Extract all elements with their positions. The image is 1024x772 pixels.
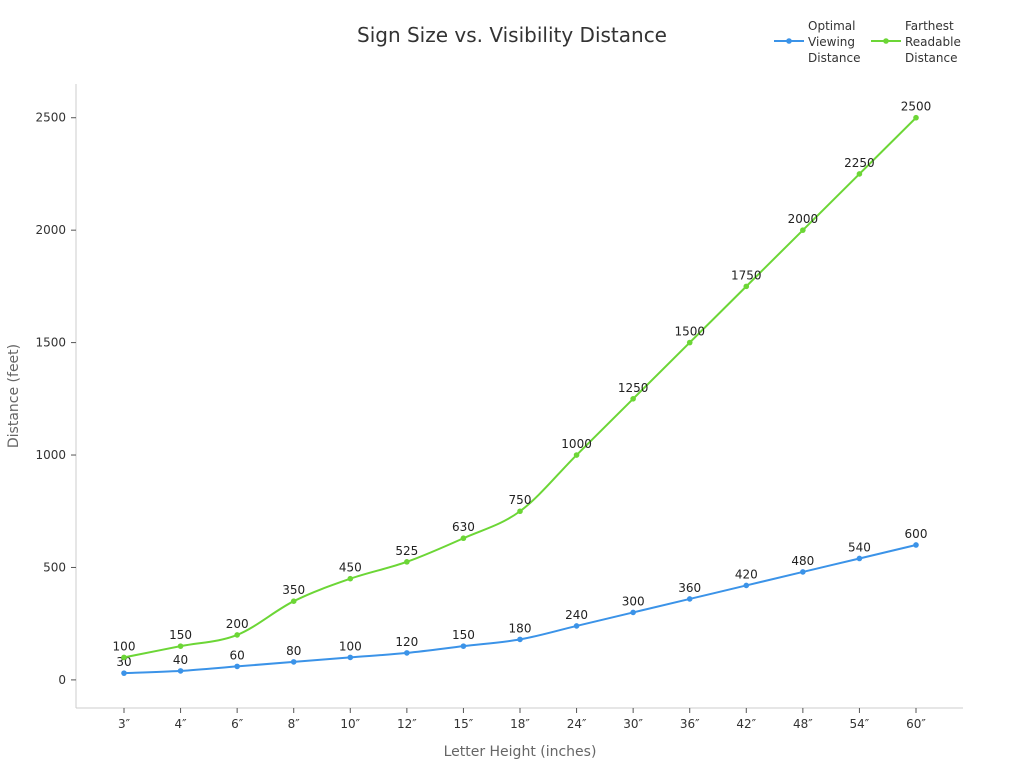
data-label: 300 xyxy=(622,594,645,608)
data-point xyxy=(177,668,184,674)
data-point xyxy=(913,114,919,121)
data-point xyxy=(800,227,806,233)
data-point xyxy=(630,609,636,616)
data-label: 2250 xyxy=(844,156,875,170)
data-point xyxy=(290,659,297,665)
x-tick-label: 10″ xyxy=(340,717,360,731)
data-point xyxy=(856,555,863,562)
data-label: 540 xyxy=(848,540,871,554)
x-tick-label: 8″ xyxy=(288,717,301,731)
data-point xyxy=(743,582,750,589)
y-tick-label: 2500 xyxy=(35,111,66,125)
x-tick-label: 18″ xyxy=(510,717,530,731)
y-tick-label: 1000 xyxy=(35,448,66,462)
data-point xyxy=(121,670,127,676)
data-label: 420 xyxy=(735,567,758,581)
data-point xyxy=(460,535,467,542)
data-point xyxy=(686,596,693,602)
data-point xyxy=(290,598,297,604)
data-label: 1750 xyxy=(731,268,762,282)
y-axis-label: Distance (feet) xyxy=(6,344,22,448)
legend-label: Optimal xyxy=(808,19,855,33)
data-label: 2000 xyxy=(788,212,819,226)
x-axis-label: Letter Height (inches) xyxy=(444,744,597,760)
y-tick-label: 500 xyxy=(43,560,66,574)
data-point xyxy=(404,650,410,656)
x-tick-label: 15″ xyxy=(454,717,474,731)
legend-marker xyxy=(786,38,792,44)
data-point xyxy=(856,171,863,177)
data-label: 60 xyxy=(230,648,245,662)
data-point xyxy=(686,339,693,346)
x-tick-label: 60″ xyxy=(906,717,926,731)
chart-title: Sign Size vs. Visibility Distance xyxy=(357,23,667,47)
data-point xyxy=(460,643,467,649)
data-label: 150 xyxy=(169,628,192,642)
y-tick-label: 2000 xyxy=(35,223,66,237)
data-label: 180 xyxy=(509,621,532,635)
x-tick-label: 12″ xyxy=(397,717,417,731)
series-line xyxy=(123,117,917,659)
data-label: 480 xyxy=(791,554,814,568)
data-label: 630 xyxy=(452,520,475,534)
data-point xyxy=(743,283,750,290)
data-point xyxy=(404,559,410,565)
legend-label: Distance xyxy=(905,51,957,65)
legend-label: Viewing xyxy=(808,35,855,49)
y-tick-label: 1500 xyxy=(35,336,66,350)
data-label: 1500 xyxy=(674,325,705,339)
data-label: 40 xyxy=(173,653,188,667)
data-point xyxy=(347,575,354,582)
x-tick-label: 4″ xyxy=(175,717,188,731)
data-label: 750 xyxy=(509,493,532,507)
data-label: 1000 xyxy=(561,437,592,451)
data-point xyxy=(234,632,240,638)
x-tick-label: 54″ xyxy=(850,717,870,731)
data-point xyxy=(517,508,523,515)
data-point xyxy=(630,396,636,402)
data-label: 80 xyxy=(286,644,301,658)
data-label: 120 xyxy=(395,635,418,649)
data-label: 100 xyxy=(113,639,136,653)
x-tick-label: 36″ xyxy=(680,717,700,731)
data-point xyxy=(573,623,580,629)
data-point xyxy=(234,663,240,670)
data-point xyxy=(573,452,580,458)
x-tick-label: 30″ xyxy=(623,717,643,731)
data-label: 100 xyxy=(339,639,362,653)
data-label: 525 xyxy=(395,544,418,558)
legend-label: Farthest xyxy=(905,19,954,33)
data-point xyxy=(347,654,354,661)
data-label: 1250 xyxy=(618,381,649,395)
data-point xyxy=(177,643,184,649)
y-tick-label: 0 xyxy=(58,673,66,687)
legend-marker xyxy=(883,38,889,44)
data-point xyxy=(121,654,127,661)
legend-label: Readable xyxy=(905,35,961,49)
data-label: 240 xyxy=(565,608,588,622)
data-label: 600 xyxy=(905,527,928,541)
x-tick-label: 3″ xyxy=(118,717,131,731)
data-label: 200 xyxy=(226,617,249,631)
data-label: 30 xyxy=(116,655,131,669)
data-label: 350 xyxy=(282,583,305,597)
legend-label: Distance xyxy=(808,51,860,65)
x-tick-label: 6″ xyxy=(231,717,244,731)
data-label: 360 xyxy=(678,581,701,595)
data-label: 450 xyxy=(339,561,362,575)
data-label: 2500 xyxy=(901,100,932,114)
x-tick-label: 42″ xyxy=(736,717,756,731)
data-point xyxy=(913,542,919,548)
x-tick-label: 24″ xyxy=(567,717,587,731)
data-label: 150 xyxy=(452,628,475,642)
data-point xyxy=(517,636,523,643)
data-point xyxy=(800,569,806,575)
x-tick-label: 48″ xyxy=(793,717,813,731)
